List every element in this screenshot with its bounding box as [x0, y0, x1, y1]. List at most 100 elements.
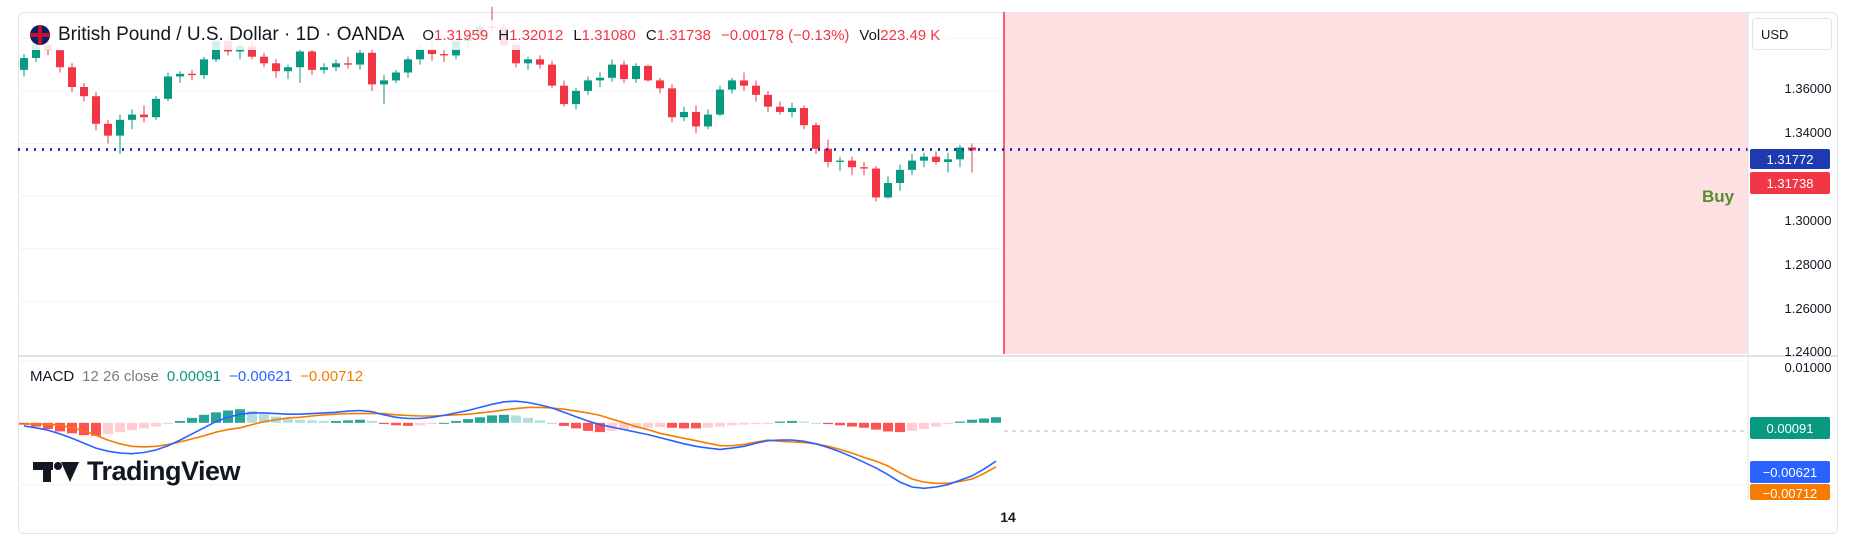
histogram-bar: [307, 420, 317, 423]
macd-histogram-value: 0.00091: [166, 368, 222, 385]
symbol-legend: British Pound / U.S. Dollar · 1D · OANDA…: [30, 20, 949, 50]
histogram-bar: [883, 422, 893, 432]
high-key: H: [498, 26, 510, 44]
candle-body: [116, 119, 124, 136]
histogram-bar: [511, 415, 521, 423]
candle-body: [848, 160, 856, 168]
candle-body: [548, 64, 556, 86]
candle-body: [752, 85, 760, 95]
histogram-bar: [475, 417, 485, 423]
currency-selector-button[interactable]: USD: [1752, 18, 1832, 50]
histogram-bar: [391, 422, 401, 426]
candle-body: [512, 44, 520, 64]
candle-body: [128, 114, 136, 120]
candle-body: [776, 106, 784, 112]
candle-body: [620, 64, 628, 80]
histogram-bar: [199, 414, 209, 423]
candle-body: [728, 80, 736, 90]
histogram-bar: [751, 422, 761, 425]
histogram-bar: [859, 422, 869, 428]
histogram-bar: [787, 420, 797, 423]
histogram-bar: [775, 421, 785, 423]
candle-body: [800, 108, 808, 126]
histogram-bar: [355, 419, 365, 423]
histogram-bar: [163, 422, 173, 425]
histogram-value-tag: [1750, 417, 1830, 439]
candle-body: [692, 111, 700, 127]
histogram-bar: [499, 414, 509, 423]
histogram-bar: [619, 422, 629, 430]
histogram-bar: [367, 420, 377, 423]
candle-body: [908, 160, 916, 170]
candle-body: [944, 159, 952, 162]
histogram-bar: [79, 422, 89, 436]
histogram-bar: [715, 422, 725, 427]
candle-body: [188, 73, 196, 76]
candle-body: [392, 72, 400, 81]
histogram-bar: [799, 421, 809, 423]
line-price-label: 1.31772: [1767, 152, 1814, 167]
histogram-bar: [151, 422, 161, 427]
candle-body: [320, 67, 328, 70]
histogram-bar: [343, 420, 353, 423]
candle-body: [152, 98, 160, 118]
histogram-bar: [211, 412, 221, 423]
histogram-bar: [835, 422, 845, 426]
candle-body: [368, 52, 376, 85]
histogram-bar: [583, 422, 593, 431]
histogram-bar: [547, 422, 557, 424]
candle-body: [308, 51, 316, 70]
candle-body: [812, 125, 820, 149]
candle-body: [332, 63, 340, 68]
macd-indicator-name[interactable]: MACD: [30, 368, 75, 385]
histogram-bar: [703, 422, 713, 428]
open-value: 1.31959: [434, 26, 489, 44]
symbol-title[interactable]: British Pound / U.S. Dollar · 1D · OANDA: [58, 24, 405, 45]
histogram-bar: [55, 422, 65, 432]
histogram-bar: [763, 422, 773, 424]
macd-signal-value: −0.00712: [300, 368, 364, 385]
histogram-bar: [415, 422, 425, 426]
candle-body: [68, 67, 76, 87]
histogram-bar: [679, 422, 689, 429]
low-value: 1.31080: [581, 26, 636, 44]
histogram-bar: [571, 422, 581, 429]
time-axis-label: 14: [1000, 509, 1016, 525]
candle-body: [80, 86, 88, 97]
histogram-bar: [103, 422, 113, 434]
price-tick: 1.24000: [1785, 344, 1832, 359]
candle-body: [716, 89, 724, 115]
sell-zone-shading: [1004, 12, 1748, 354]
candle-body: [92, 96, 100, 124]
histogram-bar: [943, 422, 953, 425]
candle-body: [248, 46, 256, 57]
macd-indicator-params: 12 26 close: [82, 368, 159, 385]
histogram-bar: [667, 422, 677, 428]
candle-body: [704, 114, 712, 127]
macd-grid: [18, 360, 1748, 486]
candle-body: [656, 80, 664, 89]
histogram-bar: [655, 422, 665, 428]
volume-key: Vol: [859, 26, 881, 44]
tradingview-logo[interactable]: TradingView: [33, 456, 241, 487]
candle-body: [596, 77, 604, 81]
candle-body: [824, 148, 832, 162]
macd-value-label: −0.00621: [1763, 465, 1818, 480]
macd-axis-top-tick: 0.01000: [1785, 360, 1832, 375]
candle-body: [644, 65, 652, 81]
histogram-bar: [487, 415, 497, 423]
candle-body: [680, 111, 688, 118]
histogram-bar: [631, 422, 641, 429]
candle-body: [932, 156, 940, 162]
buy-signal-label: Buy: [1702, 187, 1735, 206]
change-value: −0.00178 (−0.13%): [720, 26, 850, 44]
candle-body: [560, 85, 568, 105]
histogram-bar: [691, 422, 701, 429]
macd-value-tag: [1750, 461, 1830, 483]
tradingview-logo-icon: [33, 460, 79, 484]
histogram-bar: [535, 420, 545, 423]
price-tick: 1.28000: [1785, 257, 1832, 272]
high-value: 1.32012: [509, 26, 564, 44]
histogram-bar: [967, 419, 977, 423]
